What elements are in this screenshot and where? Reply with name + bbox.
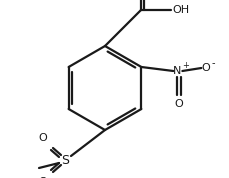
Text: O: O [38, 133, 47, 143]
Text: O: O [174, 99, 183, 109]
Text: O: O [200, 63, 209, 73]
Text: O: O [38, 177, 47, 178]
Text: -: - [210, 58, 214, 68]
Text: N: N [172, 66, 181, 76]
Text: +: + [182, 62, 188, 70]
Text: S: S [61, 153, 69, 166]
Text: OH: OH [171, 5, 188, 15]
